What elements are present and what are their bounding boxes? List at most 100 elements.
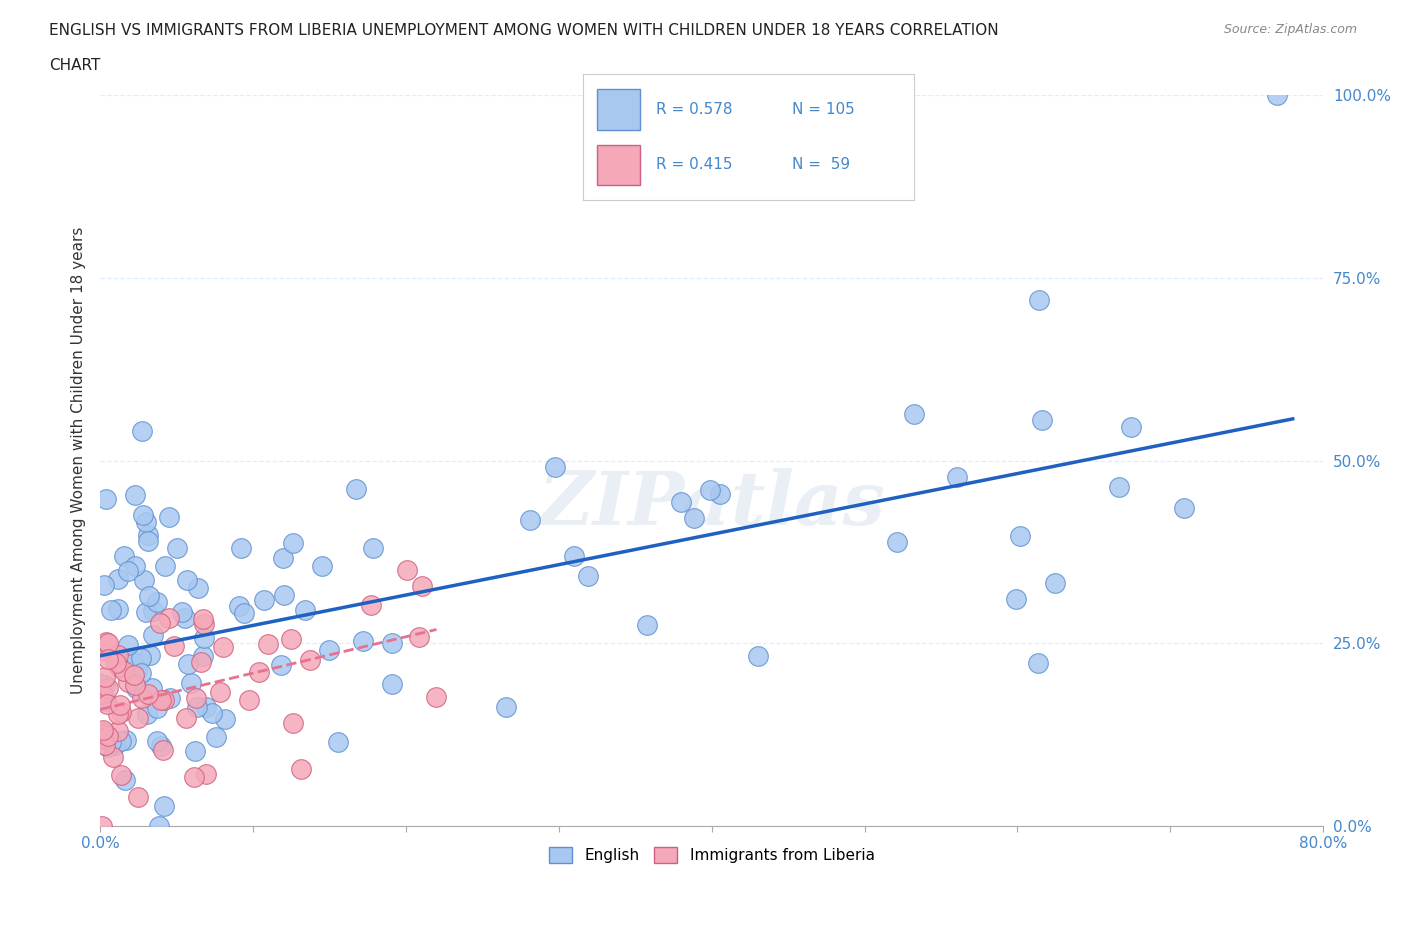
Point [1008,528,1031,543]
Point [91,683,114,698]
Point [112,548,135,563]
Legend: English, Immigrants from Liberia: English, Immigrants from Liberia [543,842,880,870]
Point [115,733,138,748]
Point [100,735,122,750]
Point [91,643,114,658]
Point [131,423,153,438]
Point [108,659,131,674]
Point [142,604,165,618]
Point [107,647,129,662]
Point [94,678,117,693]
Point [564,549,586,564]
Point [142,628,165,643]
Point [1043,576,1066,591]
Point [190,655,212,670]
Point [193,631,215,645]
Point [159,690,181,705]
Point [90,686,112,701]
Point [148,818,170,833]
Point [97,728,120,743]
Point [141,681,163,696]
Point [180,675,202,690]
Point [94,694,117,709]
Point [145,700,167,715]
Point [97,636,120,651]
Text: R = 0.415: R = 0.415 [657,157,733,172]
Point [228,599,250,614]
Point [1121,419,1143,434]
Point [177,656,200,671]
Point [129,666,152,681]
Point [411,578,433,593]
Point [683,511,706,525]
Point [91,726,114,741]
Point [352,633,374,648]
Point [201,705,224,720]
Point [1026,656,1049,671]
Point [184,690,207,705]
Point [110,698,132,712]
Point [637,618,659,632]
Point [104,737,127,752]
Text: R = 0.578: R = 0.578 [657,102,733,117]
Point [283,536,305,551]
Point [495,699,517,714]
Point [170,604,193,619]
Text: N = 105: N = 105 [792,102,855,117]
Point [153,693,176,708]
Point [110,733,132,748]
Point [112,664,135,679]
Point [360,598,382,613]
Point [117,637,139,652]
Point [747,648,769,663]
Point [134,573,156,588]
Point [100,603,122,618]
Point [238,692,260,707]
Point [186,699,208,714]
Point [318,643,340,658]
Point [118,654,141,669]
Point [187,580,209,595]
Point [544,459,567,474]
Point [125,663,148,678]
Point [152,743,174,758]
Point [138,647,160,662]
Point [110,768,132,783]
Point [193,617,215,631]
Point [124,677,146,692]
Point [138,528,160,543]
Point [183,769,205,784]
Point [253,592,276,607]
Point [153,799,176,814]
Point [107,572,129,587]
Point [1108,480,1130,495]
Point [94,634,117,649]
Point [89,677,111,692]
Point [157,510,180,525]
Point [211,640,233,655]
Point [311,559,333,574]
Point [110,705,132,720]
Point [209,684,232,699]
Point [381,676,404,691]
Point [93,737,115,752]
Point [91,724,114,739]
Point [93,578,115,592]
Point [193,649,215,664]
Point [519,512,541,527]
Point [91,723,114,737]
Point [107,724,129,738]
Point [163,639,186,654]
Point [138,589,160,604]
Point [96,697,118,711]
Point [1173,500,1195,515]
Text: CHART: CHART [49,58,101,73]
Point [157,610,180,625]
Point [96,492,118,507]
Point [146,733,169,748]
Point [283,715,305,730]
Point [136,534,159,549]
Point [361,540,384,555]
Point [247,665,270,680]
Point [96,739,118,754]
